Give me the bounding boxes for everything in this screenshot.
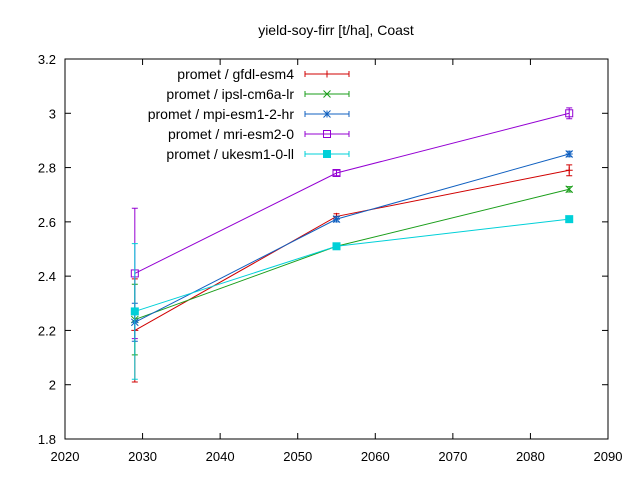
legend-item: promet / ukesm1-0-ll (166, 146, 350, 162)
legend-item: promet / mpi-esm1-2-hr (148, 106, 350, 122)
legend-item: promet / ipsl-cm6a-lr (166, 86, 350, 102)
series-line (134, 188, 570, 321)
series-2 (130, 185, 574, 356)
x-tick-label: 2020 (51, 449, 80, 464)
legend-marker (323, 130, 331, 138)
y-tick-label: 2 (49, 378, 56, 393)
data-point (130, 307, 139, 316)
series-4 (130, 107, 574, 340)
data-point (332, 169, 341, 177)
legend-label: promet / mpi-esm1-2-hr (148, 106, 295, 122)
error-bar (333, 169, 340, 177)
series-5 (130, 215, 574, 380)
y-tick-label: 2.6 (38, 215, 56, 230)
x-tick-label: 2090 (594, 449, 623, 464)
plot-frame (64, 58, 609, 440)
series-line (134, 218, 570, 312)
series-1 (131, 164, 573, 383)
data-point (565, 166, 573, 174)
data-point (565, 215, 574, 224)
y-tick-label: 2.8 (38, 161, 56, 176)
series-layer (130, 107, 574, 383)
legend-marker (323, 150, 331, 158)
series-3 (130, 150, 574, 342)
legend-label: promet / mri-esm2-0 (168, 126, 294, 142)
data-point (565, 150, 574, 158)
legend-marker (323, 70, 331, 78)
data-point (565, 109, 574, 118)
x-tick-label: 2030 (128, 449, 157, 464)
legend-errorbar-caps (304, 131, 350, 137)
y-tick-label: 2.4 (38, 269, 56, 284)
chart-title: yield-soy-firr [t/ha], Coast (258, 22, 414, 38)
x-tick-label: 2050 (283, 449, 312, 464)
y-tick-label: 3.2 (38, 52, 56, 67)
x-tick-label: 2060 (361, 449, 390, 464)
legend: promet / gfdl-esm4 promet / ipsl-cm6a-lr p… (148, 66, 350, 162)
series-line (134, 153, 570, 323)
legend-label: promet / gfdl-esm4 (177, 66, 294, 82)
legend-label: promet / ipsl-cm6a-lr (166, 86, 294, 102)
axis-ticks: 2020 2030 2040 2050 2060 2070 2080 2090 1.8 2 2.2 2… (38, 52, 623, 464)
y-tick-label: 1.8 (38, 432, 56, 447)
x-tick-label: 2080 (516, 449, 545, 464)
legend-item: promet / mri-esm2-0 (168, 126, 350, 142)
x-tick-label: 2070 (438, 449, 467, 464)
legend-item: promet / gfdl-esm4 (177, 66, 350, 82)
legend-label: promet / ukesm1-0-ll (166, 146, 294, 162)
data-point (332, 242, 341, 251)
legend-errorbar-caps (304, 71, 350, 77)
data-point (565, 185, 574, 194)
legend-errorbar-caps (304, 91, 350, 97)
data-point (332, 215, 341, 223)
x-tick-label: 2040 (206, 449, 235, 464)
legend-errorbar-caps (304, 151, 350, 157)
legend-marker (323, 110, 331, 118)
legend-errorbar-caps (304, 111, 350, 117)
y-tick-label: 2.2 (38, 323, 56, 338)
y-tick-label: 3 (49, 106, 56, 121)
legend-marker (323, 90, 331, 98)
series-line (134, 169, 570, 331)
